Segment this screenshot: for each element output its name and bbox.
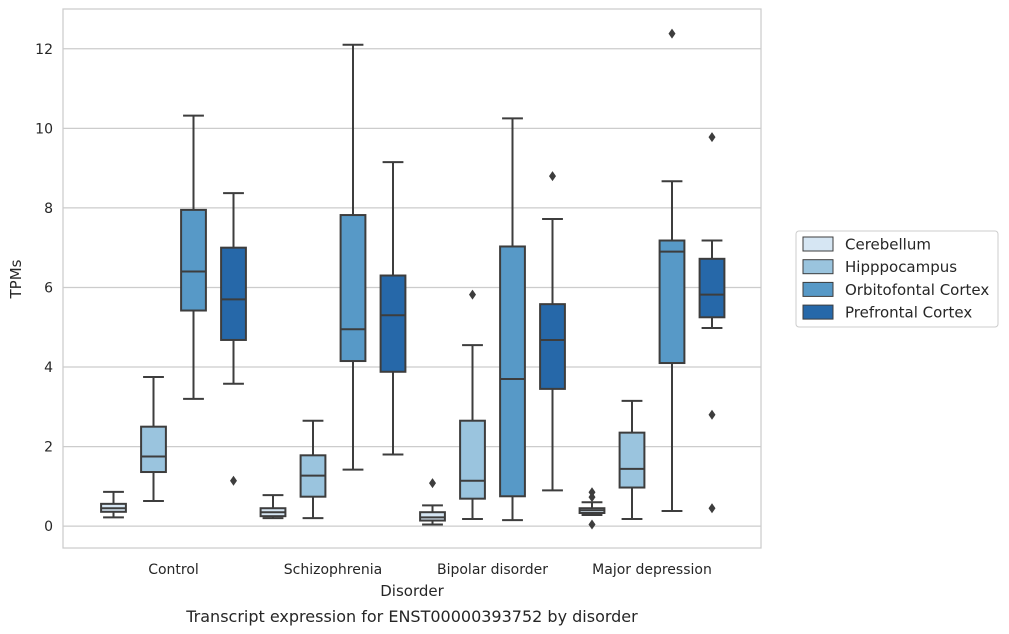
box-body — [140, 425, 167, 474]
box — [180, 114, 207, 400]
box-body — [658, 239, 686, 365]
legend-swatch — [802, 236, 834, 252]
box — [658, 28, 686, 513]
outlier-point — [708, 132, 716, 143]
outlier-point — [708, 409, 716, 420]
legend-label: Cerebellum — [845, 236, 931, 254]
x-tick-label: Bipolar disorder — [437, 562, 548, 578]
outlier-point — [588, 519, 596, 530]
box-body — [539, 303, 566, 390]
box — [499, 117, 526, 522]
box — [419, 478, 446, 526]
outlier-point — [429, 478, 436, 489]
box-body — [379, 274, 407, 373]
series-hipppocampus — [140, 289, 646, 520]
y-tick-label: 6 — [44, 280, 53, 296]
x-tick-label: Control — [148, 562, 199, 578]
box — [578, 487, 606, 530]
y-tick-label: 8 — [44, 201, 53, 217]
legend-label: Hipppocampus — [845, 258, 957, 276]
box-body — [459, 419, 486, 500]
box — [459, 289, 486, 520]
box-body — [499, 245, 526, 498]
legend-items: Cerebellum Hipppocampus Orbitofontal Corte… — [802, 236, 989, 322]
y-tick-label: 10 — [35, 121, 53, 137]
y-axis-ticks: 0 2 4 6 8 10 12 — [35, 42, 53, 535]
legend-swatch — [802, 304, 834, 320]
plot-area-border — [62, 8, 762, 549]
box — [100, 490, 127, 519]
legend-label: Prefrontal Cortex — [845, 304, 972, 322]
y-tick-label: 2 — [44, 440, 53, 456]
box — [698, 132, 726, 514]
box-body — [180, 208, 207, 312]
box-body — [220, 246, 247, 341]
box-body — [618, 431, 646, 489]
box — [220, 192, 247, 486]
box — [259, 494, 287, 520]
box — [299, 419, 327, 520]
box — [339, 43, 367, 471]
y-axis-title: TPMs — [7, 259, 25, 299]
x-axis-ticks: Control Schizophrenia Bipolar disorder Majo… — [148, 562, 712, 578]
legend-label: Orbitofontal Cortex — [845, 281, 989, 299]
outlier-point — [708, 503, 716, 514]
legend-swatch — [802, 281, 834, 297]
y-tick-label: 12 — [35, 42, 53, 58]
series-orbitofontal-cortex — [180, 28, 686, 522]
box — [618, 399, 646, 520]
outlier-point — [549, 171, 556, 182]
legend: Cerebellum Hipppocampus Orbitofontal Corte… — [795, 230, 999, 328]
box-body — [339, 214, 367, 363]
plot-area-background — [63, 9, 761, 548]
chart-caption: Transcript expression for ENST0000039375… — [185, 607, 638, 626]
horizontal-gridlines — [63, 48, 761, 527]
outlier-point — [668, 28, 676, 39]
y-tick-label: 4 — [44, 360, 53, 376]
outlier-point — [230, 475, 237, 486]
box-series-group — [100, 28, 726, 530]
outlier-point — [588, 492, 596, 503]
y-tick-label: 0 — [44, 519, 53, 535]
box — [379, 161, 407, 456]
x-tick-label: Major depression — [592, 562, 712, 578]
x-axis-title: Disorder — [380, 582, 444, 600]
series-cerebellum — [100, 478, 606, 530]
box — [140, 375, 167, 503]
legend-frame — [795, 230, 999, 328]
outlier-point — [469, 289, 476, 300]
box-body — [698, 257, 726, 319]
x-tick-label: Schizophrenia — [284, 562, 382, 578]
series-prefrontal-cortex — [220, 132, 726, 514]
box — [539, 171, 566, 492]
legend-swatch — [802, 259, 834, 275]
